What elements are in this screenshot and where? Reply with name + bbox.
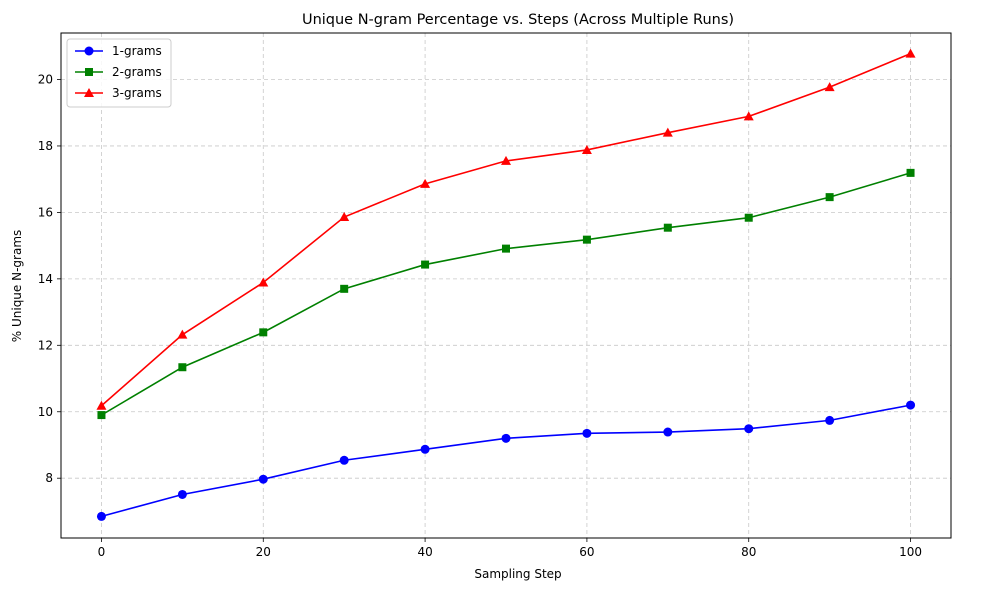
data-point xyxy=(258,474,268,484)
data-point xyxy=(581,144,592,154)
data-point xyxy=(258,277,269,287)
series-1-grams xyxy=(96,400,916,521)
x-axis-label: Sampling Step xyxy=(474,567,561,581)
data-point xyxy=(501,433,511,443)
chart-title: Unique N-gram Percentage vs. Steps (Acro… xyxy=(302,12,734,28)
y-tick-label: 10 xyxy=(38,405,53,419)
legend-label: 3-grams xyxy=(112,86,162,100)
series-layer xyxy=(96,48,916,521)
y-axis-label: % Unique N-grams xyxy=(10,230,24,343)
data-point xyxy=(906,168,915,177)
data-point xyxy=(744,213,753,222)
legend-marker xyxy=(85,68,93,76)
data-point xyxy=(96,511,106,521)
data-point xyxy=(420,178,431,188)
y-tick-label: 18 xyxy=(38,139,53,153)
data-point xyxy=(420,444,430,454)
data-point xyxy=(339,212,350,222)
data-point xyxy=(662,127,673,137)
grid xyxy=(61,33,951,538)
legend-entry: 2-grams xyxy=(75,65,162,79)
data-point xyxy=(339,455,349,465)
y-tick-label: 8 xyxy=(45,471,53,485)
data-point xyxy=(582,428,592,438)
data-point xyxy=(340,284,349,293)
data-point xyxy=(177,329,188,339)
x-tick-label: 0 xyxy=(98,545,106,559)
data-point xyxy=(825,415,835,425)
data-point xyxy=(177,489,187,499)
x-tick-label: 40 xyxy=(417,545,432,559)
legend-label: 1-grams xyxy=(112,44,162,58)
x-tick-label: 20 xyxy=(256,545,271,559)
plot-frame xyxy=(60,32,952,539)
x-tick-label: 100 xyxy=(899,545,922,559)
y-tick-label: 20 xyxy=(38,73,53,87)
data-point xyxy=(259,328,268,337)
x-tick-label: 60 xyxy=(579,545,594,559)
data-point xyxy=(663,223,672,232)
x-axis: 0 20 40 60 80 100 xyxy=(98,538,922,559)
data-point xyxy=(178,363,187,372)
data-point xyxy=(743,111,754,121)
data-point xyxy=(744,424,754,434)
legend-marker xyxy=(84,88,94,97)
series-3-grams xyxy=(96,48,916,410)
data-point xyxy=(97,411,106,420)
legend-label: 2-grams xyxy=(112,65,162,79)
data-point xyxy=(905,48,916,58)
x-tick-label: 80 xyxy=(741,545,756,559)
legend: 1-grams 2-grams 3-grams xyxy=(66,38,172,108)
data-point xyxy=(501,155,511,165)
data-point xyxy=(502,244,510,253)
y-tick-label: 12 xyxy=(38,338,53,352)
data-point xyxy=(96,400,107,410)
data-point xyxy=(421,260,430,269)
legend-entry: 3-grams xyxy=(75,86,162,100)
legend-box xyxy=(66,38,172,108)
legend-marker xyxy=(84,46,94,56)
y-axis: 8 10 12 14 16 18 20 xyxy=(38,73,61,485)
legend-entry: 1-grams xyxy=(75,44,162,58)
series-2-grams xyxy=(97,168,915,420)
data-point xyxy=(824,82,835,92)
data-point xyxy=(825,193,834,202)
y-tick-label: 14 xyxy=(38,272,53,286)
data-point xyxy=(906,400,916,410)
data-point xyxy=(582,235,591,244)
y-tick-label: 16 xyxy=(38,205,53,219)
data-point xyxy=(663,427,673,437)
